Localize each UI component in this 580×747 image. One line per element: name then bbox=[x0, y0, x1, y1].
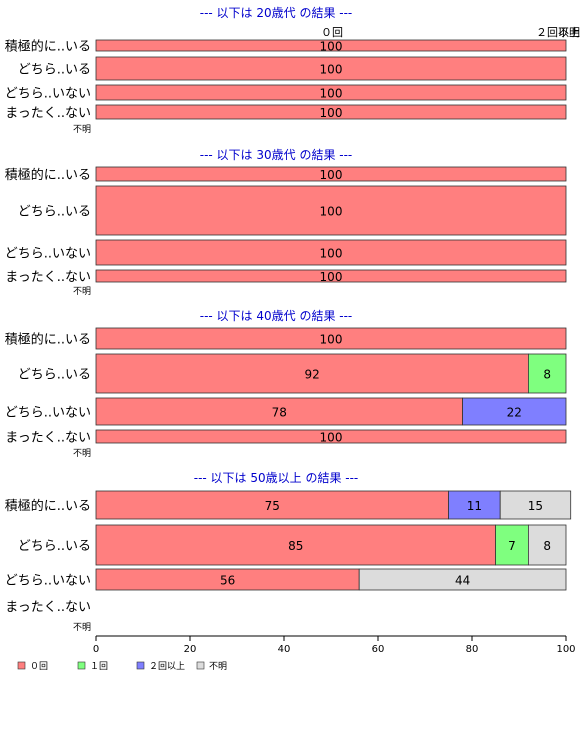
data-label: 92 bbox=[305, 368, 320, 382]
bar-segment-zero bbox=[95, 185, 567, 236]
row-label: どちら..いる bbox=[18, 539, 91, 554]
legend-swatch-unknown bbox=[196, 661, 205, 670]
row-label: 積極的に..いる bbox=[5, 498, 91, 514]
data-label: 44 bbox=[455, 574, 470, 588]
data-label: 75 bbox=[265, 499, 280, 513]
row-label: 積極的に..いる bbox=[5, 39, 91, 55]
row-label: どちら..いる bbox=[18, 368, 91, 383]
bar-segment-zero bbox=[95, 490, 449, 520]
legend-label: 不明 bbox=[209, 661, 227, 672]
panel-title: --- 以下は 30歳代 の結果 --- bbox=[200, 148, 353, 162]
bar-segment-zero bbox=[95, 524, 496, 566]
legend-swatch-one bbox=[77, 661, 86, 670]
x-tick-label: 20 bbox=[184, 644, 197, 655]
column-label-zero: ０回 bbox=[321, 26, 343, 39]
row-label: どちら..いない bbox=[5, 574, 91, 589]
row-label: まったく..ない bbox=[5, 600, 91, 615]
bar-segment-zero bbox=[95, 84, 567, 101]
data-label: 100 bbox=[320, 431, 343, 445]
data-label: 7 bbox=[508, 539, 516, 553]
bar-segment-zero bbox=[95, 56, 567, 81]
row-label: どちら..いる bbox=[18, 63, 91, 78]
bar-segment-zero bbox=[95, 327, 567, 350]
row-label: 不明 bbox=[73, 448, 91, 459]
row-label: まったく..ない bbox=[5, 431, 91, 446]
data-label: 8 bbox=[543, 539, 551, 553]
data-label: 100 bbox=[320, 168, 343, 182]
data-label: 100 bbox=[320, 333, 343, 347]
panel-title: --- 以下は 40歳代 の結果 --- bbox=[200, 309, 353, 323]
row-label: どちら..いない bbox=[5, 247, 91, 262]
data-label: 22 bbox=[507, 406, 522, 420]
data-label: 100 bbox=[320, 87, 343, 101]
bar-segment-unknown bbox=[358, 568, 567, 591]
row-label: 不明 bbox=[73, 286, 91, 297]
data-label: 100 bbox=[320, 205, 343, 219]
legend-label: １回 bbox=[90, 661, 108, 672]
row-label: どちら..いない bbox=[5, 87, 91, 102]
bar-segment-one bbox=[528, 353, 567, 394]
row-label: どちら..いる bbox=[18, 205, 91, 220]
legend-label: ２回以上 bbox=[149, 661, 185, 672]
data-label: 100 bbox=[320, 40, 343, 54]
data-label: 100 bbox=[320, 106, 343, 120]
x-tick-label: 60 bbox=[372, 644, 385, 655]
row-label: どちら..いない bbox=[5, 406, 91, 421]
data-label: 85 bbox=[288, 539, 303, 553]
x-tick-label: 40 bbox=[278, 644, 291, 655]
data-label: 15 bbox=[528, 499, 543, 513]
data-label: 11 bbox=[467, 499, 482, 513]
legend-swatch-two-plus bbox=[136, 661, 145, 670]
bar-segment-unknown bbox=[499, 490, 572, 520]
data-label: 100 bbox=[320, 63, 343, 77]
data-label: 78 bbox=[272, 406, 287, 420]
data-label: 56 bbox=[220, 574, 235, 588]
row-label: まったく..ない bbox=[5, 270, 91, 285]
bar-segment-zero bbox=[95, 397, 464, 426]
bar-segment-zero bbox=[95, 239, 567, 266]
data-label: 100 bbox=[320, 247, 343, 261]
bar-segment-zero bbox=[95, 104, 567, 120]
bar-segment-unknown bbox=[528, 524, 567, 566]
panel-title: --- 以下は 20歳代 の結果 --- bbox=[200, 6, 353, 20]
legend-label: ０回 bbox=[30, 661, 48, 672]
bar-segment-zero bbox=[95, 269, 567, 283]
x-tick-label: 0 bbox=[93, 644, 99, 655]
column-label-two-plus: ２回以上 bbox=[536, 26, 580, 39]
row-label: 積極的に..いる bbox=[5, 167, 91, 183]
data-label: 8 bbox=[543, 368, 551, 382]
data-label: 100 bbox=[320, 270, 343, 284]
panel-title: --- 以下は 50歳以上 の結果 --- bbox=[194, 471, 359, 485]
row-label: 不明 bbox=[73, 622, 91, 633]
bar-segment-zero bbox=[95, 429, 567, 444]
x-tick-label: 80 bbox=[466, 644, 479, 655]
legend-swatch-zero bbox=[17, 661, 26, 670]
column-label-unknown: 不明 bbox=[558, 26, 580, 39]
row-label: 積極的に..いる bbox=[5, 332, 91, 348]
row-label: 不明 bbox=[73, 124, 91, 135]
x-tick-label: 100 bbox=[556, 644, 575, 655]
bar-segment-two-plus bbox=[462, 397, 567, 426]
bar-segment-zero bbox=[95, 39, 567, 52]
bar-segment-zero bbox=[95, 166, 567, 182]
row-label: まったく..ない bbox=[5, 106, 91, 121]
